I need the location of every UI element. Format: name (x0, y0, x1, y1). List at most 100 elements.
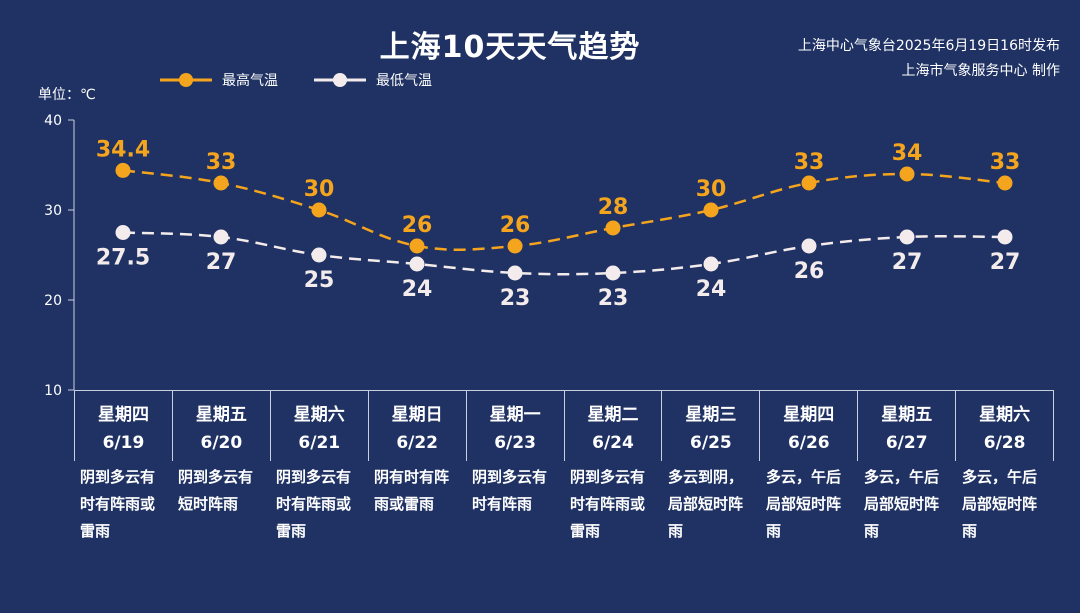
data-point-low (899, 229, 915, 245)
data-point-low (507, 265, 523, 281)
data-point-high (605, 220, 621, 236)
data-point-low (997, 229, 1013, 245)
data-point-high (507, 238, 523, 254)
chart-title: 上海10天天气趋势 (379, 30, 641, 65)
data-label-high: 26 (402, 213, 433, 238)
weather-description: 多云，午后局部短时阵雨 (962, 468, 1038, 540)
legend-swatch-low (314, 73, 366, 87)
y-tick-label: 10 (44, 383, 62, 399)
day-date: 6/27 (885, 433, 928, 453)
source-line-publisher: 上海中心气象台2025年6月19日16时发布 (797, 38, 1060, 54)
day-cell: 星期六 6/21 (269, 391, 368, 461)
data-point-high (899, 166, 915, 182)
weather-description: 阴到多云有时有阵雨或雷雨 (276, 468, 352, 540)
data-point-high (801, 175, 817, 191)
data-label-low: 27 (892, 250, 923, 275)
data-label-low: 27 (206, 250, 237, 275)
legend-item-low: 最低气温 (314, 70, 432, 90)
day-weekday: 星期四 (783, 405, 835, 425)
day-cell: 星期一 6/23 (465, 391, 564, 461)
day-date: 6/26 (787, 433, 830, 453)
data-label-high: 33 (206, 150, 237, 175)
day-cell: 星期五 6/27 (857, 391, 955, 461)
legend-label-high: 最高气温 (222, 73, 278, 89)
day-date: 6/22 (396, 433, 439, 453)
weather-description: 阴到多云有时有阵雨 (472, 468, 548, 513)
day-cell: 星期二 6/24 (563, 391, 662, 461)
data-label-low: 24 (402, 277, 433, 302)
day-cell: 星期四 6/26 (759, 391, 857, 461)
data-label-low: 24 (696, 277, 727, 302)
day-date: 6/19 (102, 433, 145, 453)
day-cell: 星期五 6/20 (171, 391, 270, 461)
day-date: 6/20 (200, 433, 243, 453)
day-weekday: 星期六 (979, 405, 1031, 425)
data-point-low (409, 256, 425, 272)
weather-description: 阴有时有阵雨或雷雨 (374, 468, 450, 513)
data-point-low (703, 256, 719, 272)
day-cell: 星期三 6/25 (661, 391, 759, 461)
data-point-high (703, 202, 719, 218)
data-label-high: 34 (892, 141, 923, 166)
data-point-high (213, 175, 229, 191)
data-label-low: 25 (304, 268, 335, 293)
data-point-high (997, 175, 1013, 191)
data-label-high: 34.4 (96, 137, 150, 162)
data-point-low (605, 265, 621, 281)
day-cell: 星期四 6/19 (74, 391, 172, 461)
weather-description: 多云，午后局部短时阵雨 (864, 468, 940, 540)
day-weekday: 星期五 (195, 405, 247, 425)
day-weekday: 星期一 (489, 405, 541, 425)
weather-description-row: 阴到多云有时有阵雨或雷雨 阴到多云有短时阵雨 阴到多云有时有阵雨或雷雨 阴有时有… (74, 464, 1054, 545)
legend: 最高气温 最低气温 (160, 70, 468, 90)
day-weekday: 星期六 (293, 405, 345, 425)
y-tick-label: 40 (44, 113, 62, 129)
day-date: 6/23 (494, 433, 536, 453)
source-info: 上海中心气象台2025年6月19日16时发布 上海市气象服务中心 制作 (798, 34, 1060, 84)
y-tick-label: 20 (44, 293, 62, 309)
series-line-high (122, 169, 1006, 251)
day-header-row: 星期四 6/19 星期五 6/20 星期六 6/21 星期日 6/22 星期一 6/23 … (74, 390, 1055, 461)
data-label-high: 30 (304, 177, 335, 202)
day-date: 6/21 (298, 433, 341, 453)
legend-swatch-high (160, 73, 212, 87)
day-cell: 星期日 6/22 (367, 391, 466, 461)
data-point-low (213, 229, 229, 245)
weather-description: 阴到多云有时有阵雨或雷雨 (80, 468, 156, 540)
data-point-high (115, 162, 131, 178)
legend-item-high: 最高气温 (160, 70, 278, 90)
weather-description: 阴到多云有短时阵雨 (178, 468, 254, 513)
day-date: 6/25 (690, 433, 732, 453)
unit-label: 单位：℃ (38, 87, 96, 103)
data-label-low: 23 (500, 286, 531, 311)
data-point-low (311, 247, 327, 263)
data-label-high: 30 (696, 177, 727, 202)
legend-label-low: 最低气温 (376, 73, 432, 89)
data-label-low: 26 (794, 259, 825, 284)
day-weekday: 星期四 (97, 405, 149, 425)
day-weekday: 星期三 (685, 405, 737, 425)
data-point-low (801, 238, 817, 254)
weather-description: 多云，午后局部短时阵雨 (766, 468, 842, 540)
day-cell: 星期六 6/28 (955, 391, 1055, 461)
day-weekday: 星期二 (587, 405, 639, 425)
data-label-high: 26 (500, 213, 531, 238)
data-point-high (311, 202, 327, 218)
data-label-high: 33 (794, 150, 825, 175)
weather-description: 阴到多云有时有阵雨或雷雨 (570, 468, 646, 540)
data-label-low: 23 (598, 286, 629, 311)
y-tick-label: 30 (44, 203, 62, 219)
data-label-high: 33 (990, 150, 1021, 175)
day-weekday: 星期五 (881, 405, 933, 425)
day-weekday: 星期日 (391, 405, 443, 425)
data-point-low (115, 225, 131, 240)
series-line-low (122, 231, 1006, 276)
source-line-producer: 上海市气象服务中心 制作 (901, 63, 1060, 79)
day-date: 6/24 (592, 433, 634, 453)
data-label-high: 28 (598, 195, 629, 220)
day-date: 6/28 (983, 433, 1026, 453)
data-label-low: 27 (990, 250, 1021, 275)
data-point-high (409, 238, 425, 254)
data-label-low: 27.5 (96, 246, 150, 271)
